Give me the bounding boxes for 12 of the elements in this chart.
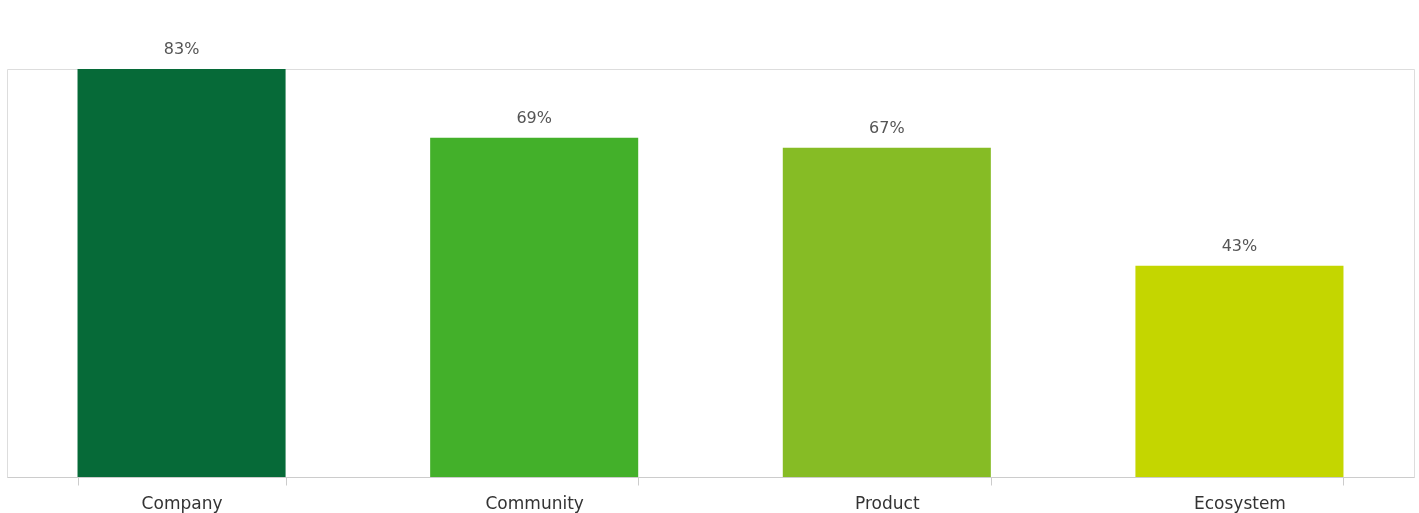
bar: [782, 147, 991, 477]
data-label: 67%: [869, 117, 905, 137]
x-tick-label: Company: [141, 492, 223, 513]
bar: [430, 137, 639, 477]
x-tick-label: Product: [855, 492, 920, 513]
data-label: 43%: [1221, 235, 1258, 255]
x-tick-label: Ecosystem: [1193, 492, 1286, 513]
x-tick-label: Community: [485, 492, 584, 513]
data-label: 83%: [163, 39, 200, 58]
data-label: 69%: [516, 107, 552, 127]
bar: [1135, 265, 1344, 477]
bar: [77, 69, 286, 477]
